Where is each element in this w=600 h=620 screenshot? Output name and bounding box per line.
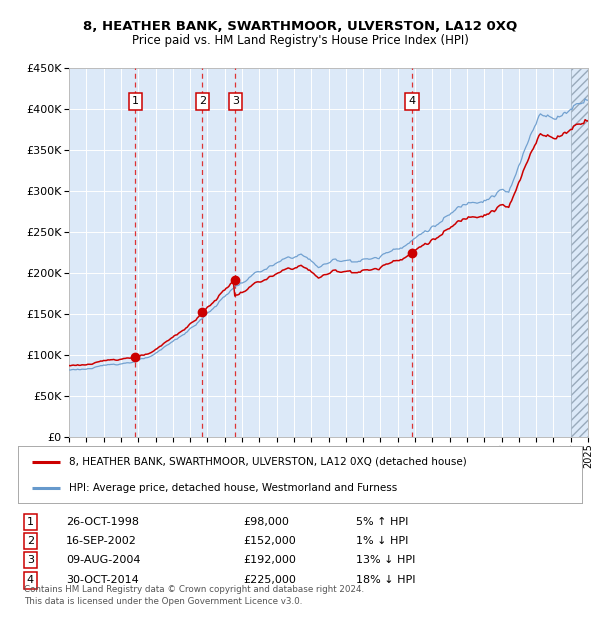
Text: 18% ↓ HPI: 18% ↓ HPI bbox=[356, 575, 416, 585]
Text: 1: 1 bbox=[132, 96, 139, 107]
Text: Contains HM Land Registry data © Crown copyright and database right 2024.
This d: Contains HM Land Registry data © Crown c… bbox=[24, 585, 364, 606]
Text: £192,000: £192,000 bbox=[244, 555, 296, 565]
Text: 4: 4 bbox=[409, 96, 416, 107]
Text: 1% ↓ HPI: 1% ↓ HPI bbox=[356, 536, 409, 546]
Text: 1: 1 bbox=[27, 517, 34, 528]
Text: 13% ↓ HPI: 13% ↓ HPI bbox=[356, 555, 416, 565]
Text: 8, HEATHER BANK, SWARTHMOOR, ULVERSTON, LA12 0XQ (detached house): 8, HEATHER BANK, SWARTHMOOR, ULVERSTON, … bbox=[69, 457, 467, 467]
Text: 8, HEATHER BANK, SWARTHMOOR, ULVERSTON, LA12 0XQ: 8, HEATHER BANK, SWARTHMOOR, ULVERSTON, … bbox=[83, 20, 517, 32]
Text: Price paid vs. HM Land Registry's House Price Index (HPI): Price paid vs. HM Land Registry's House … bbox=[131, 34, 469, 46]
Text: 5% ↑ HPI: 5% ↑ HPI bbox=[356, 517, 409, 528]
Text: 4: 4 bbox=[27, 575, 34, 585]
Text: £152,000: £152,000 bbox=[244, 536, 296, 546]
Text: £98,000: £98,000 bbox=[244, 517, 289, 528]
Text: £225,000: £225,000 bbox=[244, 575, 296, 585]
Text: HPI: Average price, detached house, Westmorland and Furness: HPI: Average price, detached house, West… bbox=[69, 483, 397, 493]
Text: 30-OCT-2014: 30-OCT-2014 bbox=[66, 575, 139, 585]
Text: 3: 3 bbox=[232, 96, 239, 107]
Text: 16-SEP-2002: 16-SEP-2002 bbox=[66, 536, 137, 546]
Text: 26-OCT-1998: 26-OCT-1998 bbox=[66, 517, 139, 528]
Bar bbox=[571, 68, 588, 437]
Text: 3: 3 bbox=[27, 555, 34, 565]
Text: 2: 2 bbox=[27, 536, 34, 546]
Text: 2: 2 bbox=[199, 96, 206, 107]
Text: 09-AUG-2004: 09-AUG-2004 bbox=[66, 555, 140, 565]
